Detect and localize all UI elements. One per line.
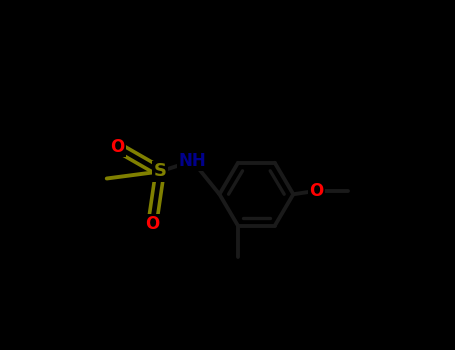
Text: O: O: [145, 215, 159, 233]
Text: O: O: [110, 138, 124, 156]
Text: S: S: [153, 162, 167, 181]
Text: NH: NH: [179, 152, 207, 170]
Text: O: O: [309, 182, 324, 200]
